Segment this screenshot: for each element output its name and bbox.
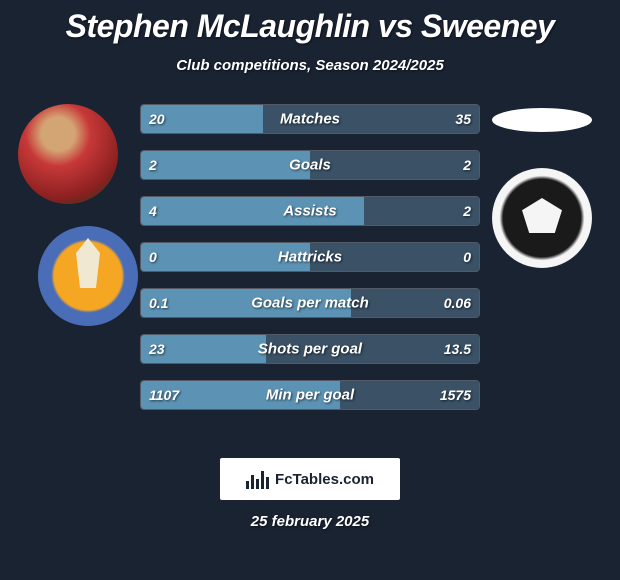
stat-row: 2 Goals 2 — [140, 150, 480, 180]
player2-club-badge — [492, 168, 592, 268]
stat-right-value: 1575 — [440, 387, 471, 403]
stat-left-value: 23 — [149, 341, 165, 357]
stat-row: 0 Hattricks 0 — [140, 242, 480, 272]
stat-left-value: 0 — [149, 249, 157, 265]
stat-left-value: 4 — [149, 203, 157, 219]
player1-club-badge — [38, 226, 138, 326]
stat-right-value: 2 — [463, 203, 471, 219]
stat-right-value: 35 — [455, 111, 471, 127]
stat-label: Min per goal — [266, 387, 354, 404]
stat-left-value: 20 — [149, 111, 165, 127]
stat-row: 1107 Min per goal 1575 — [140, 380, 480, 410]
stat-row: 4 Assists 2 — [140, 196, 480, 226]
bar-right-fill — [364, 197, 479, 225]
stat-left-value: 0.1 — [149, 295, 168, 311]
player1-photo — [18, 104, 118, 204]
brand-logo: FcTables.com — [220, 458, 400, 500]
stat-row: 0.1 Goals per match 0.06 — [140, 288, 480, 318]
stat-row: 23 Shots per goal 13.5 — [140, 334, 480, 364]
stat-label: Matches — [280, 111, 340, 128]
stat-label: Assists — [283, 203, 336, 220]
stat-label: Goals per match — [251, 295, 369, 312]
bar-right-fill — [310, 151, 479, 179]
stat-row: 20 Matches 35 — [140, 104, 480, 134]
stat-right-value: 13.5 — [444, 341, 471, 357]
player2-photo-placeholder — [492, 108, 592, 132]
left-avatars — [8, 104, 128, 326]
stat-label: Hattricks — [278, 249, 342, 266]
footer-date: 25 february 2025 — [0, 513, 620, 530]
stat-right-value: 0.06 — [444, 295, 471, 311]
bar-left-fill — [141, 151, 310, 179]
stat-label: Goals — [289, 157, 331, 174]
stat-left-value: 2 — [149, 157, 157, 173]
stat-right-value: 2 — [463, 157, 471, 173]
stat-right-value: 0 — [463, 249, 471, 265]
right-avatars — [492, 104, 612, 268]
stat-label: Shots per goal — [258, 341, 362, 358]
stat-bars: 20Matches352Goals24Assists20Hattricks00.… — [140, 104, 480, 426]
comparison-content: 20Matches352Goals24Assists20Hattricks00.… — [0, 104, 620, 434]
page-title: Stephen McLaughlin vs Sweeney — [0, 8, 620, 45]
brand-bars-icon — [246, 469, 269, 489]
brand-text: FcTables.com — [275, 471, 374, 488]
page-subtitle: Club competitions, Season 2024/2025 — [0, 57, 620, 74]
stat-left-value: 1107 — [149, 387, 179, 403]
